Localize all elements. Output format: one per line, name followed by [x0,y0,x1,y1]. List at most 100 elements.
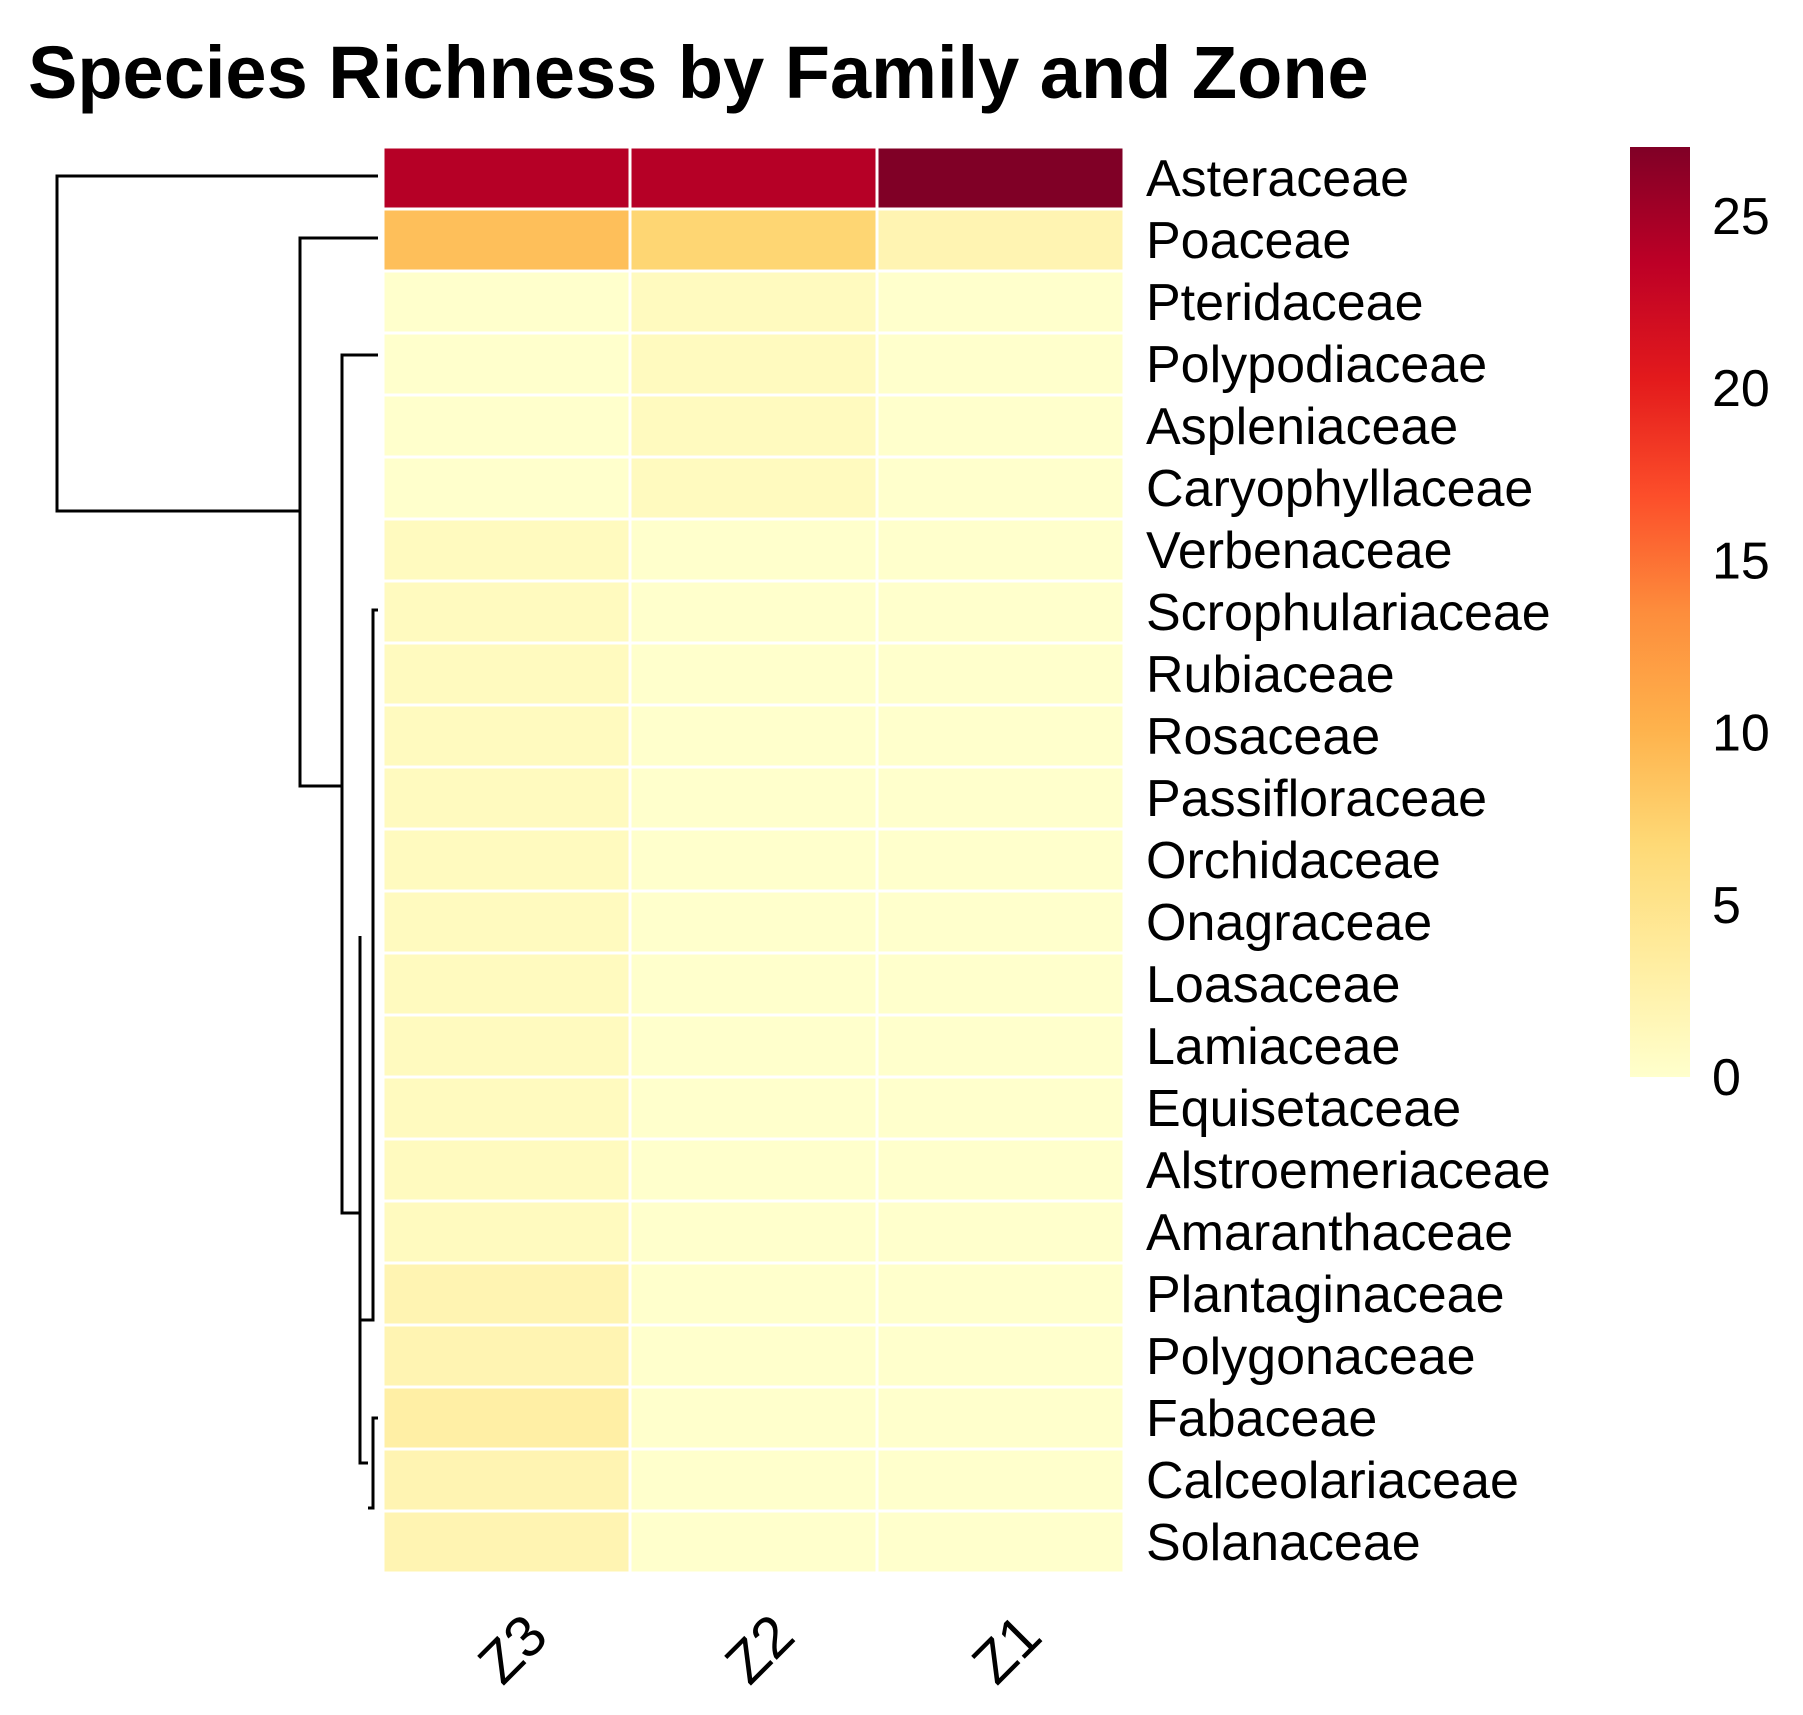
cell-calceolariaceae-z2 [628,1447,879,1513]
cell-amaranthaceae-z2 [628,1199,879,1265]
row-label: Caryophyllaceae [1146,460,1533,518]
cell-lamiaceae-z2 [628,1013,879,1079]
cell-scrophulariaceae-z1 [875,579,1126,645]
dendro-fabaceae-cluster [368,1416,378,1510]
row-label: Polygonaceae [1146,1328,1476,1386]
cell-rubiaceae-z3 [381,641,632,707]
row-label: Equisetaceae [1146,1080,1461,1138]
cell-passifloraceae-z3 [381,765,632,831]
row-label: Onagraceae [1146,894,1432,952]
cell-asteraceae-z1 [875,145,1126,211]
row-label: Lamiaceae [1146,1018,1400,1076]
cell-loasaceae-z1 [875,951,1126,1017]
cell-solanaceae-z1 [875,1509,1126,1575]
cell-plantaginaceae-z2 [628,1261,879,1327]
cell-onagraceae-z2 [628,889,879,955]
row-label: Loasaceae [1146,956,1400,1014]
cell-loasaceae-z3 [381,951,632,1017]
cell-aspleniaceae-z1 [875,393,1126,459]
cell-asteraceae-z2 [628,145,879,211]
row-label: Fabaceae [1146,1390,1377,1448]
cell-amaranthaceae-z3 [381,1199,632,1265]
cell-scrophulariaceae-z2 [628,579,879,645]
cell-lamiaceae-z3 [381,1013,632,1079]
cell-poaceae-z3 [381,207,632,273]
row-label: Polypodiaceae [1146,336,1487,394]
cell-verbenaceae-z1 [875,517,1126,583]
dendro-root [55,174,378,513]
cell-onagraceae-z1 [875,889,1126,955]
colorbar-gradient [1630,147,1690,1077]
cell-polygonaceae-z2 [628,1323,879,1389]
colorbar-tick-label: 15 [1712,532,1770,590]
cell-orchidaceae-z2 [628,827,879,893]
column-label: Z1 [960,1602,1054,1696]
cell-rosaceae-z1 [875,703,1126,769]
row-label: Rosaceae [1146,708,1380,766]
cell-orchidaceae-z3 [381,827,632,893]
cell-equisetaceae-z2 [628,1075,879,1141]
dendro-poaceae-branch [298,236,378,788]
cell-plantaginaceae-z3 [381,1261,632,1327]
dendro-upper-cluster [360,608,378,1322]
cell-amaranthaceae-z1 [875,1199,1126,1265]
cell-polypodiaceae-z3 [381,331,632,397]
cell-rosaceae-z3 [381,703,632,769]
cell-equisetaceae-z1 [875,1075,1126,1141]
cell-pteridaceae-z1 [875,269,1126,335]
heatmap-cells [381,145,1126,1575]
cell-alstroemeriaceae-z1 [875,1137,1126,1203]
cell-aspleniaceae-z3 [381,393,632,459]
cell-scrophulariaceae-z3 [381,579,632,645]
cell-caryophyllaceae-z3 [381,455,632,521]
cell-asteraceae-z3 [381,145,632,211]
row-label: Calceolariaceae [1146,1452,1519,1510]
cell-plantaginaceae-z1 [875,1261,1126,1327]
cell-polygonaceae-z3 [381,1323,632,1389]
cell-passifloraceae-z2 [628,765,879,831]
cell-caryophyllaceae-z2 [628,455,879,521]
cell-calceolariaceae-z1 [875,1447,1126,1513]
cell-pteridaceae-z3 [381,269,632,335]
cell-rubiaceae-z2 [628,641,879,707]
cell-orchidaceae-z1 [875,827,1126,893]
row-label: Scrophulariaceae [1146,584,1551,642]
colorbar-tick-label: 5 [1712,877,1741,935]
row-label: Solanaceae [1146,1514,1421,1572]
row-label: Orchidaceae [1146,832,1441,890]
dendro-lower-cluster [358,936,368,1465]
row-label: Verbenaceae [1146,522,1453,580]
column-labels: Z3 Z2 Z1 [466,1602,1054,1696]
column-label: Z2 [713,1602,807,1696]
row-dendrogram [55,174,378,1510]
cell-rubiaceae-z1 [875,641,1126,707]
cell-equisetaceae-z3 [381,1075,632,1141]
cell-alstroemeriaceae-z3 [381,1137,632,1203]
cell-polypodiaceae-z2 [628,331,879,397]
color-legend: 0 5 10 15 20 25 [1630,147,1770,1107]
colorbar-tick-label: 20 [1712,360,1770,418]
cell-lamiaceae-z1 [875,1013,1126,1079]
cell-calceolariaceae-z3 [381,1447,632,1513]
row-label: Amaranthaceae [1146,1204,1513,1262]
cell-rosaceae-z2 [628,703,879,769]
cell-fabaceae-z3 [381,1385,632,1451]
cell-solanaceae-z2 [628,1509,879,1575]
row-label: Asteraceae [1146,150,1409,208]
row-label: Plantaginaceae [1146,1266,1505,1324]
row-label: Pteridaceae [1146,274,1424,332]
cell-alstroemeriaceae-z2 [628,1137,879,1203]
row-label: Rubiaceae [1146,646,1395,704]
cell-verbenaceae-z3 [381,517,632,583]
row-labels: AsteraceaePoaceaePteridaceaePolypodiacea… [1146,150,1551,1572]
row-label: Poaceae [1146,212,1351,270]
cell-pteridaceae-z2 [628,269,879,335]
cell-fabaceae-z1 [875,1385,1126,1451]
dendro-fern-cluster [340,353,378,1215]
cell-verbenaceae-z2 [628,517,879,583]
colorbar-tick-label: 10 [1712,705,1770,763]
row-label: Alstroemeriaceae [1146,1142,1551,1200]
cell-solanaceae-z3 [381,1509,632,1575]
chart-title: Species Richness by Family and Zone [28,31,1369,114]
cell-passifloraceae-z1 [875,765,1126,831]
